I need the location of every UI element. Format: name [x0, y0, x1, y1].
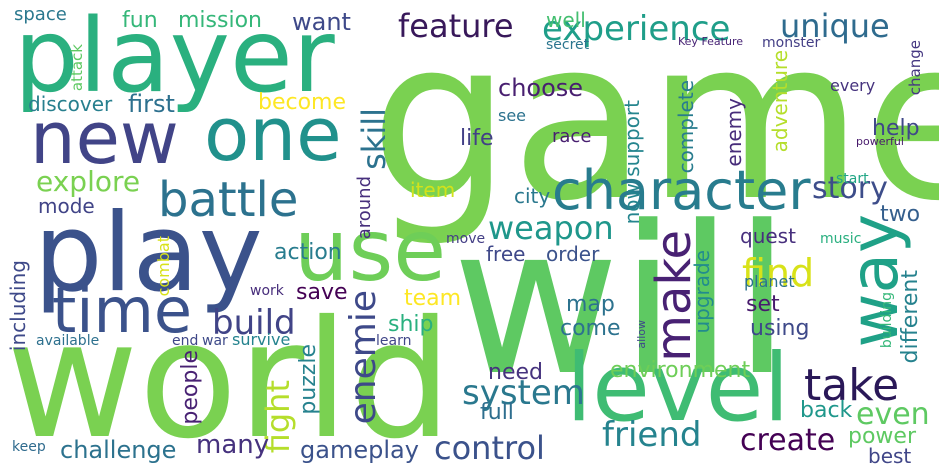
word: mission	[178, 8, 262, 33]
word: planet	[744, 272, 795, 291]
word: power	[848, 424, 916, 449]
word: feature	[398, 7, 514, 45]
word: become	[258, 90, 347, 115]
word: using	[750, 316, 810, 341]
word: friend	[602, 415, 702, 455]
word: keep	[12, 439, 46, 455]
word: mode	[38, 194, 95, 218]
word: build	[212, 303, 296, 343]
word: game	[370, 0, 939, 250]
word: new	[30, 96, 179, 180]
word: map	[566, 292, 615, 317]
word: including	[6, 260, 30, 352]
word: come	[560, 316, 621, 341]
word: best	[868, 444, 912, 468]
word: system	[462, 373, 585, 413]
word: upgrade	[690, 250, 714, 334]
word: world	[6, 287, 453, 475]
word: fun	[122, 8, 158, 33]
word: adventure	[768, 50, 792, 153]
word: one	[204, 92, 342, 178]
word: order	[546, 242, 600, 266]
word: gameplay	[300, 436, 419, 464]
word: use	[294, 201, 447, 301]
word: time	[52, 274, 193, 347]
word: free	[486, 242, 526, 266]
word: ship	[388, 312, 434, 337]
word: complete	[674, 80, 698, 174]
word: unique	[780, 7, 890, 45]
word: full	[480, 400, 514, 425]
word: allow	[635, 320, 648, 349]
word: Key Feature	[678, 35, 744, 48]
word: action	[274, 240, 342, 265]
word: survive	[232, 330, 291, 349]
word: powerful	[856, 135, 904, 148]
word: combat	[154, 236, 173, 297]
word: item	[410, 178, 456, 202]
word: now support	[620, 100, 644, 225]
word: level	[566, 334, 790, 443]
word: back	[800, 398, 853, 423]
word: first	[128, 90, 175, 118]
word: choose	[498, 74, 584, 102]
word: even	[856, 397, 930, 432]
word: building	[879, 292, 895, 349]
word: weapon	[488, 209, 614, 247]
word: music	[820, 231, 862, 247]
word: city	[514, 184, 551, 208]
word: take	[804, 360, 900, 411]
word: quest	[740, 224, 796, 248]
word: war	[202, 333, 228, 349]
word: discover	[28, 92, 113, 116]
word: enemy	[722, 98, 746, 167]
word: create	[740, 423, 836, 458]
word: player	[14, 0, 335, 116]
word: change	[906, 40, 924, 96]
word: learn	[376, 333, 412, 349]
word: two	[880, 202, 921, 227]
word: find	[742, 251, 815, 295]
word: skill	[355, 108, 393, 170]
word: around	[354, 176, 375, 240]
word: team	[404, 286, 462, 311]
word: enemie	[343, 290, 384, 425]
word: attack	[68, 44, 86, 92]
word: monster	[762, 35, 821, 51]
word: set	[746, 292, 780, 317]
word: start	[836, 171, 869, 187]
word: want	[292, 8, 351, 36]
word: end	[172, 333, 199, 349]
word: play	[34, 191, 263, 316]
word: people	[178, 350, 203, 425]
word: experience	[542, 9, 731, 49]
word: see	[498, 106, 527, 125]
word: story	[812, 171, 888, 206]
word: will	[452, 183, 791, 421]
word: life	[460, 126, 494, 151]
word: challenge	[60, 436, 177, 464]
word: puzzle	[296, 344, 321, 415]
word: help	[872, 116, 920, 141]
word: battle	[158, 172, 299, 228]
word: character	[552, 159, 811, 222]
word: environment	[610, 358, 751, 383]
word: control	[434, 429, 545, 467]
word: available	[36, 333, 100, 349]
word: race	[552, 126, 592, 147]
word: need	[488, 360, 543, 385]
word: secret	[546, 37, 590, 53]
word: many	[196, 430, 270, 460]
word: work	[250, 283, 284, 299]
word: every	[830, 76, 876, 95]
word: move	[446, 231, 486, 247]
word: explore	[36, 165, 141, 198]
word: save	[296, 280, 348, 305]
word: space	[14, 4, 67, 25]
word: different	[898, 270, 923, 364]
word: well	[546, 8, 586, 32]
